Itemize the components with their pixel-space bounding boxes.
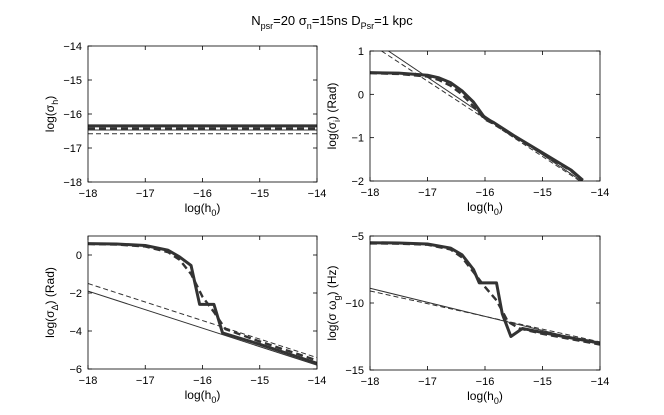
- y-tick-label: −15: [345, 365, 364, 377]
- y-tick-label: −16: [63, 109, 82, 121]
- panel-sigma_omega_g: −18 −17 −16 −15 −14 −15 −10 −5 log(h0) log(σ ωg) …: [325, 231, 609, 406]
- y-tick-label: −4: [69, 326, 82, 338]
- y-tick-label: −18: [63, 177, 82, 189]
- x-axis-label: log(h0): [185, 201, 221, 218]
- x-tick-label: −15: [250, 188, 269, 200]
- y-axis-label: log(σh): [43, 96, 60, 132]
- series-thin-dashed: [88, 283, 317, 359]
- panel-sigma_h: −18 −17 −16 −15 −14 −18 −17 −16 −15 −14 log(h0) log…: [43, 41, 326, 218]
- x-tick-label: −15: [533, 376, 552, 388]
- x-tick-label: −18: [361, 187, 380, 199]
- y-tick-label: −1: [351, 133, 364, 145]
- y-tick-label: −10: [345, 298, 364, 310]
- x-axis-label: log(h0): [467, 389, 503, 406]
- y-axis-label: log(σi) (Rad): [325, 83, 342, 150]
- x-tick-label: −15: [250, 375, 269, 387]
- y-tick-label: −17: [63, 143, 82, 155]
- x-axis-label: log(h0): [467, 200, 503, 217]
- figure-title: Npsr=20 σn=15ns DPsr=1 kpc: [251, 13, 413, 31]
- x-tick-label: −16: [193, 375, 212, 387]
- panel-sigma_delta: −18 −17 −16 −15 −14 −6 −4 −2 0 log(h0) log(σΔ) (Ra…: [43, 235, 327, 405]
- x-tick-label: −17: [136, 375, 155, 387]
- series-thick-dashed: [370, 242, 600, 346]
- x-tick-label: −18: [79, 375, 98, 387]
- x-tick-label: −18: [361, 376, 380, 388]
- y-axis-label: log(σΔ) (Rad): [43, 267, 60, 338]
- y-tick-label: −15: [63, 75, 82, 87]
- series-thick-dashed: [370, 71, 584, 181]
- y-tick-label: −6: [69, 364, 82, 376]
- series-thick-solid: [370, 241, 600, 345]
- x-tick-label: −17: [136, 188, 155, 200]
- series-thin-solid: [370, 287, 600, 346]
- x-tick-label: −17: [418, 187, 437, 199]
- y-tick-label: −2: [351, 176, 364, 188]
- x-tick-label: −17: [418, 376, 437, 388]
- x-tick-label: −15: [533, 187, 552, 199]
- x-tick-label: −14: [308, 375, 327, 387]
- x-tick-label: −16: [193, 188, 212, 200]
- x-axis-label: log(h0): [185, 388, 221, 405]
- y-tick-label: −14: [63, 41, 82, 53]
- series-thin-dashed: [370, 290, 600, 343]
- x-tick-label: −14: [591, 376, 610, 388]
- series-thick-solid: [88, 242, 317, 365]
- series-thin-solid: [388, 51, 582, 181]
- x-tick-label: −16: [476, 187, 495, 199]
- x-tick-label: −16: [476, 376, 495, 388]
- y-tick-label: 0: [76, 250, 82, 262]
- x-tick-label: −14: [591, 187, 610, 199]
- y-tick-label: 0: [358, 89, 364, 101]
- y-axis-label: log(σ ωg) (Hz): [325, 265, 342, 340]
- axes-frame: [87, 45, 318, 183]
- y-tick-label: 1: [358, 46, 364, 58]
- y-tick-label: −2: [69, 288, 82, 300]
- y-tick-label: −5: [351, 231, 364, 243]
- panel-sigma_i: −18 −17 −16 −15 −14 −2 −1 0 1 log(h0) log(σi) (Rad…: [325, 46, 609, 217]
- axes-frame: [369, 235, 601, 371]
- series-thick-solid: [370, 71, 584, 181]
- series-thin-solid: [88, 290, 317, 366]
- series-thick-dashed: [88, 242, 317, 362]
- x-tick-label: −18: [79, 188, 98, 200]
- x-tick-label: −14: [308, 188, 327, 200]
